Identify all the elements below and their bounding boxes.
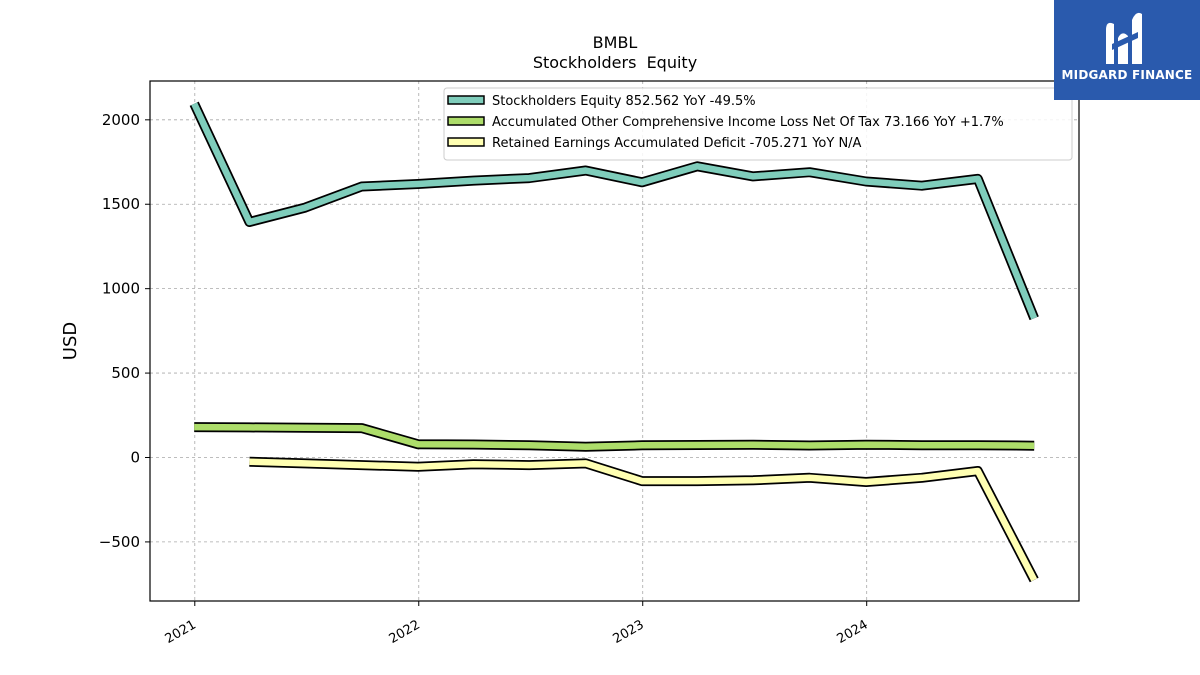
series-lines [189,101,1039,583]
legend-swatch [447,95,485,105]
y-tick-label: 2000 [102,111,140,129]
chart-subtitle: Stockholders Equity [533,53,697,72]
series-0 [189,101,1039,321]
y-tick-label: 1500 [102,195,140,213]
logo-text: MIDGARD FINANCE [1061,68,1193,82]
legend-label: Stockholders Equity 852.562 YoY -49.5% [492,94,756,109]
x-tick-label: 2022 [387,617,423,647]
x-tick-label: 2021 [163,617,199,647]
series-line [249,458,1038,582]
series-2 [249,456,1039,583]
logo-mark-icon [1106,12,1142,64]
legend-label: Retained Earnings Accumulated Deficit -7… [492,136,862,151]
axes: −500 0 500 1000 1500 2000 2021 2022 2023 2024 [99,80,1080,647]
series-line [191,102,1038,320]
y-tick-label: 500 [111,364,140,382]
legend-swatch [447,116,485,126]
series-1 [194,422,1035,452]
legend-box [443,87,1073,161]
series-line [194,423,1035,450]
y-tick-label: 0 [130,448,140,466]
y-tick-label: 1000 [102,280,140,298]
grid [150,81,1079,601]
chart-title: BMBL [593,33,638,52]
plot-frame [149,80,1080,602]
legend-swatch [447,137,485,147]
legend-label: Accumulated Other Comprehensive Income L… [492,115,1004,130]
y-tick-label: −500 [99,533,140,551]
x-tick-label: 2023 [611,617,647,647]
legend: Stockholders Equity 852.562 YoY -49.5% Ac… [443,87,1073,161]
x-tick-label: 2024 [835,617,871,647]
midgard-finance-logo: MIDGARD FINANCE [1054,0,1200,100]
y-axis-label: USD [60,322,81,360]
